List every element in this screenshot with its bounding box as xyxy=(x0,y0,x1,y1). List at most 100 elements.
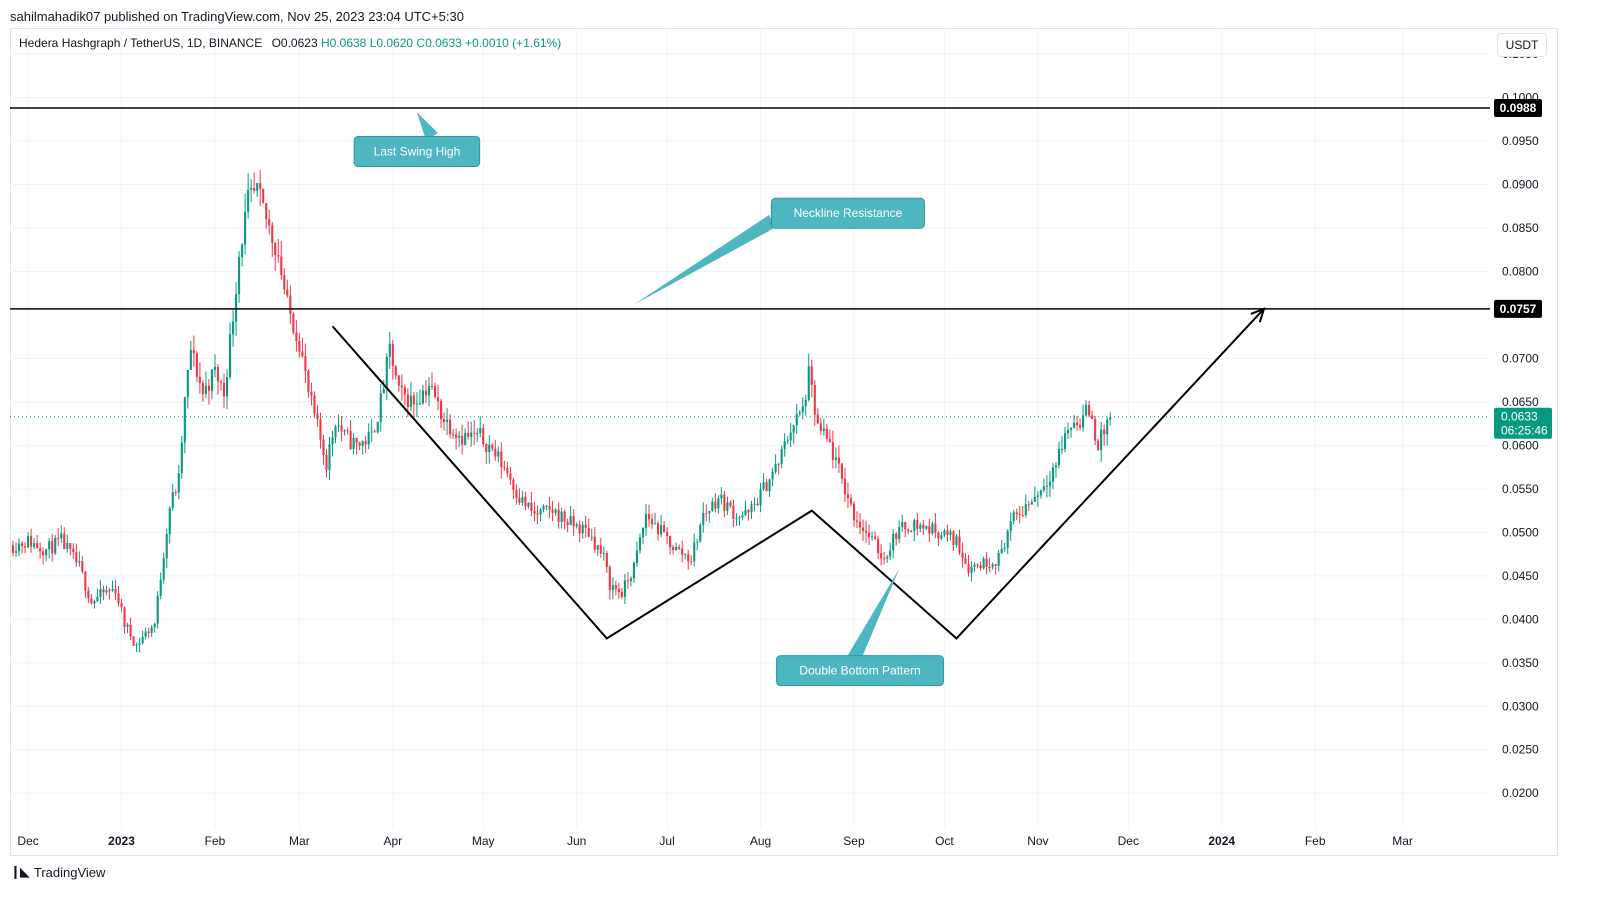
candle-body xyxy=(527,502,530,507)
candle-body xyxy=(436,397,440,402)
candle-body xyxy=(886,556,889,559)
candle-body xyxy=(1091,415,1094,419)
candle-body xyxy=(421,390,425,404)
candle-body xyxy=(1012,512,1015,522)
candle-body xyxy=(792,425,795,433)
candle-body xyxy=(1030,501,1033,505)
candle-body xyxy=(192,350,195,354)
candle-body xyxy=(506,467,509,474)
candle-body xyxy=(159,579,162,596)
candle-body xyxy=(280,256,283,276)
candle-body xyxy=(494,448,497,457)
candle-body xyxy=(961,552,964,559)
candle-body xyxy=(828,438,831,442)
price-tick-label: 0.0400 xyxy=(1502,612,1539,626)
candle-body xyxy=(976,564,979,566)
candle-body xyxy=(687,554,690,562)
level-price-label: 0.0757 xyxy=(1500,302,1537,316)
candle-body xyxy=(608,567,611,591)
currency-unit-button[interactable]: USDT xyxy=(1497,33,1547,57)
candle-body xyxy=(491,444,494,449)
candle-body xyxy=(406,394,409,407)
candle-body xyxy=(864,531,868,533)
candle-body xyxy=(605,552,608,568)
candle-body xyxy=(198,376,201,383)
candle-body xyxy=(614,585,617,589)
candle-body xyxy=(117,593,120,604)
candle-body xyxy=(569,516,572,525)
candle-body xyxy=(617,588,620,592)
candle-body xyxy=(48,541,51,550)
price-axis[interactable]: 0.0200 0.0250 0.0300 0.0350 0.0400 0.0450 0.05… xyxy=(1502,47,1539,800)
candle-body xyxy=(400,385,403,388)
price-tick-label: 0.0350 xyxy=(1502,656,1539,670)
candle-body xyxy=(72,548,75,552)
candle-body xyxy=(449,419,452,435)
high-value: H0.0638 xyxy=(320,36,367,50)
pattern-lines[interactable] xyxy=(331,307,1266,640)
candle-body xyxy=(298,341,301,352)
candle-body xyxy=(256,183,259,191)
candle-body xyxy=(801,406,804,413)
candle-body xyxy=(1109,417,1112,420)
price-tick-label: 0.0300 xyxy=(1502,699,1539,713)
candle-body xyxy=(397,375,400,386)
candle-body xyxy=(1069,427,1073,430)
candle-body xyxy=(575,524,578,527)
candle-body xyxy=(216,366,220,382)
candle-body xyxy=(744,509,747,516)
price-tick-label: 0.0850 xyxy=(1502,221,1539,235)
candle-body xyxy=(27,536,30,548)
candle-body xyxy=(289,295,292,314)
candle-body xyxy=(120,603,123,608)
candle-body xyxy=(949,531,952,535)
candle-body xyxy=(1106,419,1109,435)
candle-body xyxy=(379,393,382,422)
open-value: O0.0623 xyxy=(271,36,318,50)
candle-body xyxy=(90,598,93,604)
price-tick-label: 0.0600 xyxy=(1502,438,1539,452)
candle-body xyxy=(497,451,500,457)
callouts[interactable]: Last Swing High Neckline Resistance Double… xyxy=(353,112,944,687)
candle-body xyxy=(925,526,928,529)
candle-body xyxy=(825,428,828,439)
candle-body xyxy=(1045,485,1048,487)
candle-body xyxy=(189,350,192,370)
candle-body xyxy=(488,444,491,453)
candle-body xyxy=(726,502,729,511)
candle-body xyxy=(150,627,153,633)
footer-brand[interactable]: ❙◣ TradingView xyxy=(10,864,105,880)
candle-body xyxy=(593,536,596,550)
candle-body xyxy=(819,423,822,432)
price-tick-label: 0.0500 xyxy=(1502,525,1539,539)
candle-body xyxy=(711,501,714,511)
symbol-name[interactable]: Hedera Hashgraph / TetherUS, 1D, BINANCE xyxy=(19,36,263,50)
candle-body xyxy=(934,523,937,533)
candle-body xyxy=(105,590,108,593)
candle-body xyxy=(849,498,853,504)
double-bottom-callout-pointer xyxy=(847,568,900,662)
time-tick-label: Dec xyxy=(1118,834,1139,848)
time-axis[interactable]: Dec 2023 Feb Mar Apr May Jun Jul Aug Sep Oct Nov Dec… xyxy=(17,834,1413,848)
candle-body xyxy=(162,558,165,580)
candle-body xyxy=(123,607,126,627)
candle-body xyxy=(174,492,177,494)
candle-body xyxy=(696,541,699,543)
candle-body xyxy=(102,589,105,593)
candle-body xyxy=(69,543,72,549)
callout-label: Neckline Resistance xyxy=(794,206,903,220)
footer-brand-label: TradingView xyxy=(33,864,106,880)
candle-body xyxy=(943,530,946,536)
candle-body xyxy=(138,643,141,645)
candle-body xyxy=(277,255,280,257)
candle-body xyxy=(1051,467,1054,482)
candle-body xyxy=(467,433,470,437)
candle-body xyxy=(403,387,406,395)
candle-body xyxy=(861,527,865,532)
candle-body xyxy=(418,403,421,405)
candle-body xyxy=(1103,429,1106,435)
candle-body xyxy=(901,521,904,528)
candle-body xyxy=(858,521,862,528)
